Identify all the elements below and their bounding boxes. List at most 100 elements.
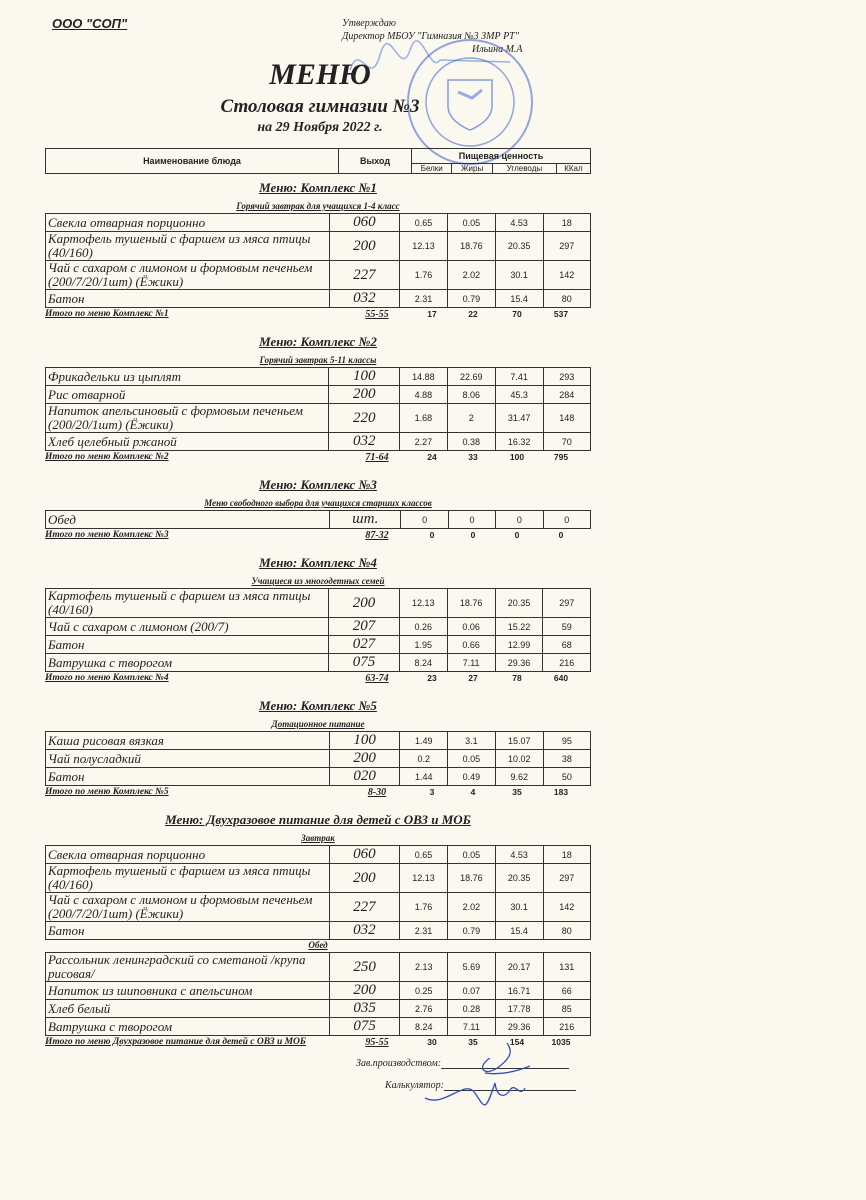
dish-name: Батон xyxy=(45,289,330,308)
menu-table: Рассольник ленинградский со сметаной /кр… xyxy=(45,952,592,1036)
dish-output: 250 xyxy=(328,952,401,982)
total-fats: 22 xyxy=(468,309,478,319)
dish-name: Напиток апельсиновый с формовым печеньем… xyxy=(44,403,330,433)
kcal-value: 131 xyxy=(542,952,592,982)
table-row: Картофель тушеный с фаршем из мяса птицы… xyxy=(45,863,592,893)
proteins-value: 2.13 xyxy=(399,952,449,982)
total-kcal: 183 xyxy=(553,787,569,797)
kcal-value: 38 xyxy=(542,749,592,768)
menu-table: Фрикадельки из цыплят 100 14.88 22.69 7.41 29… xyxy=(44,367,591,451)
header-kcal: ККал xyxy=(555,163,592,174)
signature-calculator-label: Калькулятор: xyxy=(385,1080,444,1091)
table-row: Свекла отварная порционно 060 0.65 0.05 4.53… xyxy=(45,213,592,232)
dish-output: 200 xyxy=(328,385,401,404)
table-row: Батон 032 2.31 0.79 15.4 80 xyxy=(45,921,592,940)
menu-total: Итого по меню Комплекс №5 8-30 3 4 35 183 xyxy=(45,787,591,798)
document-subtitle: Столовая гимназии №3 xyxy=(220,96,420,117)
total-kcal: 640 xyxy=(553,673,569,683)
table-row: Батон 027 1.95 0.66 12.99 68 xyxy=(44,635,591,654)
carbs-value: 16.71 xyxy=(494,981,544,1000)
total-proteins: 24 xyxy=(427,452,437,462)
total-fats: 35 xyxy=(468,1037,478,1047)
proteins-value: 4.88 xyxy=(399,385,448,404)
section-gap xyxy=(45,684,591,696)
menu-table: Свекла отварная порционно 060 0.65 0.05 4.53… xyxy=(45,845,592,940)
dish-output: 227 xyxy=(328,260,401,290)
table-row: Каша рисовая вязкая 100 1.49 3.1 15.07 95 xyxy=(45,731,592,750)
kcal-value: 18 xyxy=(542,213,592,232)
dish-name: Свекла отварная порционно xyxy=(45,213,330,232)
dish-name: Хлеб белый xyxy=(45,999,330,1018)
table-row: Хлеб целебный ржаной 032 2.27 0.38 16.32 70 xyxy=(44,432,591,451)
table-row: Фрикадельки из цыплят 100 14.88 22.69 7.41 29… xyxy=(44,367,591,386)
total-carbs: 70 xyxy=(512,309,522,319)
fats-value: 0.05 xyxy=(447,749,496,768)
kcal-value: 293 xyxy=(542,367,591,386)
kcal-value: 66 xyxy=(542,981,592,1000)
fats-value: 0 xyxy=(447,510,497,529)
total-kcal: 795 xyxy=(553,452,569,462)
menu-section: Меню: Комплекс №2 Горячий завтрак 5-11 кл… xyxy=(44,334,591,475)
dish-name: Фрикадельки из цыплят xyxy=(44,367,330,386)
fats-value: 0.28 xyxy=(447,999,496,1018)
menu-total: Итого по меню Комплекс №3 87-32 0 0 0 0 xyxy=(45,530,591,541)
fats-value: 5.69 xyxy=(447,952,496,982)
dish-name: Свекла отварная порционно xyxy=(45,845,330,864)
kcal-value: 297 xyxy=(542,231,592,261)
menu-table: Свекла отварная порционно 060 0.65 0.05 4.53… xyxy=(45,213,592,308)
kcal-value: 0 xyxy=(542,510,592,529)
dish-name: Обед xyxy=(44,510,331,529)
proteins-value: 0.65 xyxy=(399,845,448,864)
proteins-value: 8.24 xyxy=(398,653,448,672)
fats-value: 0.79 xyxy=(446,289,496,308)
menu-title: Меню: Комплекс №2 xyxy=(259,334,377,349)
total-fats: 27 xyxy=(468,673,478,683)
carbs-value: 12.99 xyxy=(494,635,544,654)
dish-output: 060 xyxy=(328,845,401,864)
fats-value: 2.02 xyxy=(446,260,496,290)
header-nutrition: Пищевая ценность xyxy=(411,148,591,164)
dish-output: 227 xyxy=(328,892,401,922)
fats-value: 3.1 xyxy=(447,731,496,750)
menu-section: Меню: Двухразовое питание для детей с ОВ… xyxy=(45,812,592,1048)
carbs-value: 20.35 xyxy=(494,231,544,261)
menu-list: Меню: Комплекс №1 Горячий завтрак для уча… xyxy=(44,180,592,1048)
kcal-value: 297 xyxy=(542,588,591,618)
dish-name: Чай с сахаром с лимоном (200/7) xyxy=(44,617,330,636)
section-gap xyxy=(45,541,591,553)
column-header: Наименование блюда Выход Пищевая ценност… xyxy=(45,148,592,174)
dish-output: 060 xyxy=(328,213,401,232)
approval-name: Ильина М.А xyxy=(472,44,523,55)
carbs-value: 20.35 xyxy=(494,863,544,893)
proteins-value: 1.95 xyxy=(398,635,448,654)
dish-name: Батон xyxy=(44,635,330,654)
organization-name: ООО "СОП" xyxy=(52,16,128,31)
fats-value: 18.76 xyxy=(446,863,496,893)
dish-output: шт. xyxy=(329,510,402,529)
kcal-value: 68 xyxy=(542,635,591,654)
menu-section: Меню: Комплекс №1 Горячий завтрак для уча… xyxy=(45,180,592,332)
proteins-value: 0.25 xyxy=(399,981,449,1000)
menu-content: Меню: Комплекс №1 Горячий завтрак для уча… xyxy=(44,178,592,1124)
kcal-value: 70 xyxy=(542,432,591,451)
section-gap xyxy=(45,798,591,810)
table-row: Ватрушка с творогом 075 8.24 7.11 29.36 216 xyxy=(45,1017,592,1036)
kcal-value: 142 xyxy=(542,892,592,922)
carbs-value: 7.41 xyxy=(494,367,544,386)
menu-subtitle: Горячий завтрак 5-11 классы xyxy=(259,355,377,365)
menu-section: Меню: Комплекс №3 Меню свободного выбора … xyxy=(44,477,592,553)
fats-value: 18.76 xyxy=(446,231,496,261)
total-price: 95-55 xyxy=(365,1037,389,1048)
carbs-value: 20.17 xyxy=(494,952,544,982)
fats-value: 22.69 xyxy=(446,367,496,386)
carbs-value: 15.4 xyxy=(494,921,544,940)
dish-name: Каша рисовая вязкая xyxy=(45,731,330,750)
proteins-value: 1.49 xyxy=(399,731,449,750)
signature-block: Зав.производством: Калькулятор: xyxy=(45,1042,591,1124)
carbs-value: 16.32 xyxy=(494,432,544,451)
menu-table: Каша рисовая вязкая 100 1.49 3.1 15.07 95 Чай … xyxy=(45,731,592,786)
carbs-value: 4.53 xyxy=(494,845,544,864)
fats-value: 2 xyxy=(446,403,496,433)
signature-line xyxy=(441,1068,570,1069)
carbs-value: 9.62 xyxy=(494,767,544,786)
